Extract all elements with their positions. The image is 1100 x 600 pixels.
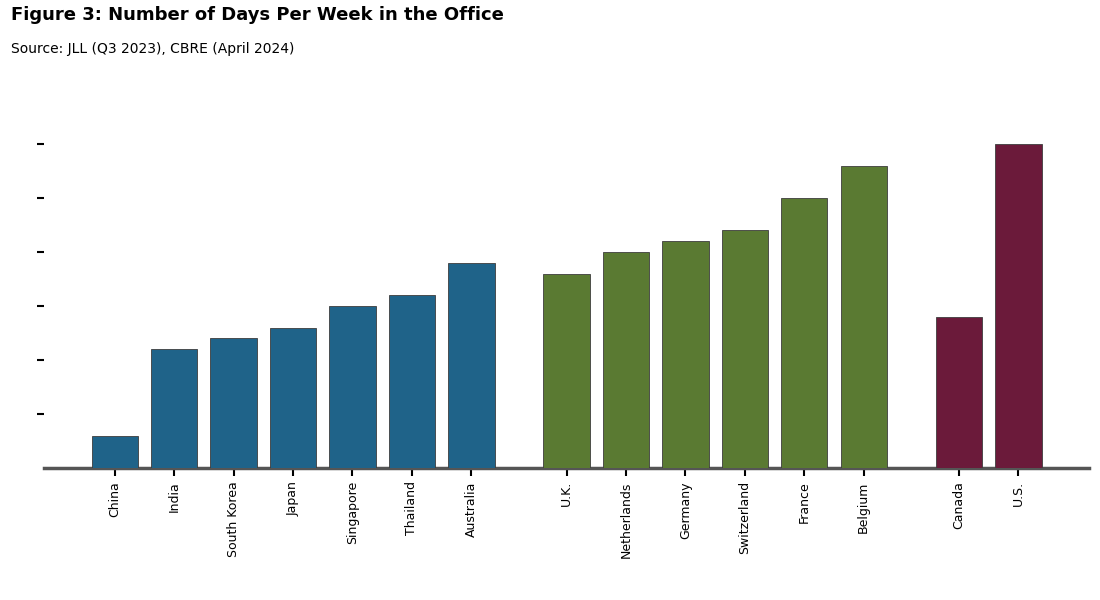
Bar (91, 436, 138, 468)
Bar (388, 295, 436, 468)
Bar (840, 166, 887, 468)
Text: Figure 3: Number of Days Per Week in the Office: Figure 3: Number of Days Per Week in the… (11, 6, 504, 24)
Bar (329, 306, 376, 468)
Bar (936, 317, 982, 468)
Bar (448, 263, 495, 468)
Bar (210, 338, 256, 468)
Bar (781, 198, 827, 468)
Bar (270, 328, 316, 468)
Bar (996, 144, 1042, 468)
Bar (543, 274, 590, 468)
Bar (722, 230, 768, 468)
Bar (151, 349, 197, 468)
Text: Source: JLL (Q3 2023), CBRE (April 2024): Source: JLL (Q3 2023), CBRE (April 2024) (11, 42, 295, 56)
Bar (603, 252, 649, 468)
Bar (662, 241, 708, 468)
